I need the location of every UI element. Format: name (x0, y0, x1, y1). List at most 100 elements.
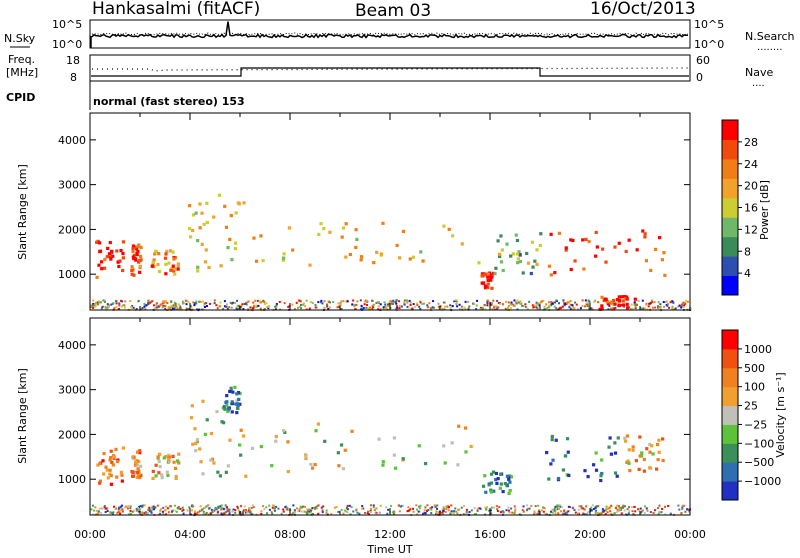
echo-cell (157, 471, 161, 475)
echo-cell (163, 256, 168, 260)
echo-cell (568, 306, 571, 309)
y-tick-label: 4000 (58, 134, 86, 147)
echo-cell (514, 509, 517, 512)
echo-cell (505, 509, 508, 512)
echo-cell (665, 300, 668, 303)
echo-cell (564, 454, 568, 458)
echo-cell (377, 301, 380, 304)
echo-cell (304, 454, 308, 458)
echo-cell (248, 507, 251, 510)
echo-cell (613, 245, 617, 249)
echo-cell (450, 234, 455, 238)
echo-cell (561, 468, 566, 472)
echo-cell (456, 512, 459, 515)
echo-cell (487, 301, 490, 304)
echo-cell (390, 505, 393, 508)
echo-cell (224, 400, 228, 404)
echo-cell (342, 512, 345, 515)
echo-cell (201, 472, 205, 476)
echo-cell (513, 512, 516, 515)
echo-cell (97, 511, 100, 514)
echo-cell (596, 505, 599, 508)
echo-cell (159, 304, 162, 307)
echo-cell (97, 263, 101, 267)
echo-cell (503, 481, 507, 486)
echo-cell (543, 305, 546, 308)
echo-cell (668, 306, 671, 309)
echo-cell (320, 299, 323, 302)
echo-cell (569, 303, 572, 306)
echo-cell (225, 506, 228, 509)
echo-cell (237, 507, 240, 510)
echo-cell (350, 506, 353, 509)
echo-cell (476, 299, 479, 302)
echo-cell (217, 505, 220, 508)
echo-cell (495, 505, 498, 508)
echo-cell (94, 303, 97, 306)
echo-cell (624, 249, 628, 254)
echo-cell (450, 510, 453, 513)
echo-cell (539, 232, 543, 236)
echo-cell (572, 506, 575, 509)
echo-cell (94, 304, 97, 307)
y-tick-label: 2000 (58, 428, 86, 441)
echo-cell (627, 512, 630, 515)
echo-cell (121, 508, 124, 511)
echo-cell (192, 301, 195, 304)
echo-cell (507, 304, 510, 307)
echo-cell (659, 303, 662, 306)
echo-cell (660, 511, 663, 514)
echo-cell (422, 302, 425, 305)
echo-cell (386, 512, 389, 515)
echo-cell (312, 512, 315, 515)
echo-cell (121, 504, 124, 507)
echo-cell (151, 476, 155, 481)
echo-cell (206, 305, 209, 308)
echo-cell (638, 435, 642, 439)
echo-cell (535, 262, 539, 266)
echo-cell (271, 512, 274, 515)
echo-cell (336, 306, 339, 309)
echo-cell (419, 307, 422, 310)
echo-cell (187, 300, 190, 303)
echo-cell (567, 505, 570, 508)
echo-cell (381, 221, 385, 225)
echo-cell (605, 507, 608, 510)
echo-cell (216, 509, 219, 512)
echo-cell (270, 464, 274, 468)
echo-cell (634, 305, 637, 308)
echo-cell (609, 452, 614, 456)
date-title: 16/Oct/2013 (590, 0, 696, 19)
echo-cell (106, 510, 109, 513)
echo-cell (426, 304, 429, 307)
echo-cell (138, 505, 141, 508)
echo-cell (280, 512, 283, 515)
echo-cell (101, 305, 104, 308)
echo-cell (526, 507, 529, 510)
echo-cell (198, 510, 201, 513)
echo-cell (573, 509, 576, 512)
echo-cell (489, 509, 492, 512)
echo-cell (187, 227, 192, 231)
echo-cell (496, 510, 499, 513)
echo-cell (192, 505, 195, 508)
velocity-x-ticks (89, 318, 691, 515)
echo-cell (379, 303, 382, 306)
echo-cell (609, 510, 612, 513)
echo-cell (179, 507, 182, 510)
echo-cell (686, 508, 689, 511)
echo-cell (177, 505, 180, 508)
echo-cell (99, 301, 102, 304)
echo-cell (613, 451, 618, 455)
echo-cell (219, 301, 222, 304)
echo-cell (513, 299, 516, 302)
echo-cell (635, 248, 639, 252)
echo-cell (96, 512, 99, 515)
echo-cell (653, 247, 658, 251)
echo-cell (129, 509, 132, 512)
echo-cell (569, 267, 573, 272)
echo-cell (177, 461, 181, 465)
echo-cell (407, 506, 410, 509)
echo-cell (442, 505, 445, 508)
